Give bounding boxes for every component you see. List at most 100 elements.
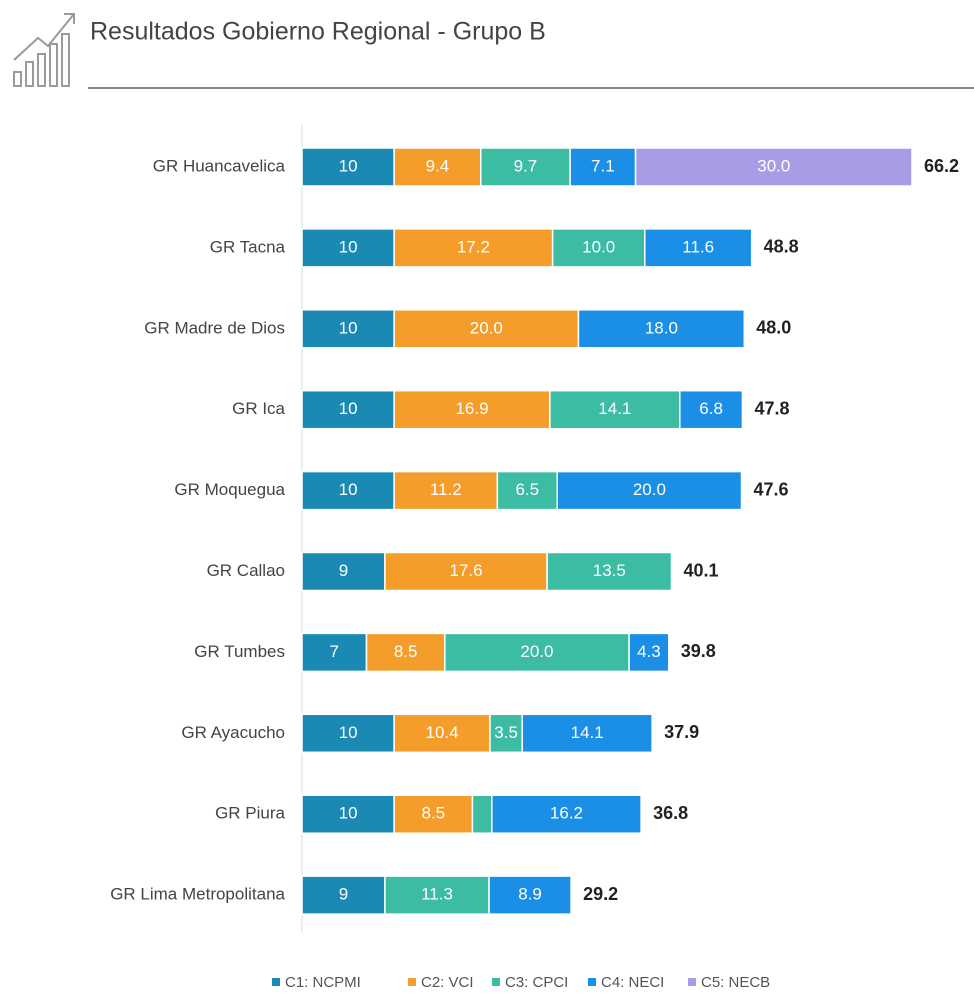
total-label: 37.9: [664, 722, 699, 742]
legend-label: C1: NCPMI: [285, 974, 361, 991]
data-label: 10.0: [582, 237, 615, 256]
data-label: 13.5: [593, 561, 626, 580]
total-label: 39.8: [681, 641, 716, 661]
data-label: 20.0: [633, 480, 666, 499]
bar-segment: [301, 470, 395, 511]
bar-segment: [301, 875, 386, 915]
total-label: 47.6: [754, 479, 789, 499]
data-label: 11.2: [430, 480, 462, 499]
total-label: 48.8: [764, 237, 799, 257]
chart-title: Resultados Gobierno Regional - Grupo B: [90, 18, 546, 46]
category-label: GR Madre de Dios: [144, 318, 285, 337]
category-label: GR Callao: [207, 561, 285, 580]
data-label: 11.6: [682, 237, 714, 256]
legend-swatch: [408, 978, 416, 986]
bar-segment: [569, 147, 637, 187]
data-label: 4.3: [637, 642, 661, 661]
category-label: GR Moquegua: [174, 480, 285, 499]
data-label: 6.5: [515, 480, 539, 499]
bar-segment: [556, 470, 743, 511]
legend-swatch: [492, 978, 500, 986]
bar-segment: [521, 713, 653, 754]
bar-segment: [384, 875, 490, 915]
data-label: 18.0: [645, 318, 678, 337]
bar-segment: [489, 713, 523, 754]
category-label: GR Lima Metropolitana: [110, 885, 285, 904]
bar-segment: [444, 632, 630, 673]
category-label: GR Huancavelica: [153, 156, 286, 175]
data-label: 20.0: [470, 318, 503, 337]
data-label: 20.0: [520, 642, 553, 661]
data-label: 7.1: [591, 156, 615, 175]
bar-segment: [384, 551, 548, 592]
legend-label: C5: NECB: [701, 974, 770, 991]
total-label: 66.2: [924, 156, 959, 176]
category-label: GR Ayacucho: [181, 723, 285, 742]
bar-segment: [546, 551, 673, 592]
data-label: 9.7: [514, 156, 538, 175]
category-label: GR Tumbes: [194, 642, 285, 661]
total-label: 48.0: [756, 318, 791, 338]
data-label: 16.9: [455, 399, 488, 418]
total-label: 40.1: [684, 560, 719, 580]
data-label: 7: [330, 642, 339, 661]
bar-segment: [480, 147, 571, 187]
bar-segment: [301, 551, 386, 592]
bar-segment: [301, 309, 395, 349]
bar-segment: [644, 228, 753, 268]
bar-segment: [628, 632, 670, 673]
bar-segment: [393, 389, 551, 430]
data-label: 8.5: [421, 804, 445, 823]
data-label: 10: [339, 399, 358, 418]
data-label: 10: [339, 156, 358, 175]
data-label: 3.5: [494, 723, 518, 742]
data-label: 10: [339, 318, 358, 337]
bar-segment: [679, 389, 744, 430]
data-label: 30.0: [757, 156, 790, 175]
data-label: 16.2: [550, 804, 583, 823]
legend-swatch: [588, 978, 596, 986]
bar-segment: [577, 309, 746, 349]
data-label: 14.1: [598, 399, 631, 418]
bar-segment: [551, 228, 646, 268]
data-label: 10.4: [426, 723, 459, 742]
data-label: 9: [339, 561, 348, 580]
category-label: GR Ica: [232, 399, 285, 418]
data-label: 8.5: [394, 642, 418, 661]
data-label: 10: [339, 237, 358, 256]
data-label: 8.9: [518, 885, 542, 904]
bar-segment: [301, 228, 395, 268]
total-label: 36.8: [653, 803, 688, 823]
bar-segment: [491, 794, 642, 834]
data-label: 9.4: [426, 156, 450, 175]
data-label: 6.8: [699, 399, 723, 418]
title-icon: [13, 13, 75, 87]
data-label: 10: [339, 723, 358, 742]
data-label: 17.2: [457, 237, 490, 256]
bar-segment: [301, 794, 395, 834]
legend-swatch: [272, 978, 280, 986]
data-label: 9: [339, 885, 348, 904]
legend-label: C4: NECI: [601, 974, 664, 991]
total-label: 29.2: [583, 884, 618, 904]
legend-label: C2: VCI: [421, 974, 474, 991]
legend-label: C3: CPCI: [505, 974, 568, 991]
bar-segment: [393, 228, 554, 268]
data-label: 14.1: [571, 723, 604, 742]
total-label: 47.8: [754, 398, 789, 418]
legend-swatch: [688, 978, 696, 986]
data-label: 17.6: [449, 561, 482, 580]
data-label: 10: [339, 804, 358, 823]
bar-segment: [301, 632, 368, 673]
bar-segment: [471, 794, 493, 834]
category-label: GR Tacna: [210, 237, 286, 256]
data-label: 10: [339, 480, 358, 499]
category-label: GR Piura: [215, 804, 285, 823]
bar-segment: [393, 309, 580, 349]
data-label: 11.3: [421, 885, 453, 904]
bar-segment: [549, 389, 681, 430]
bar-segment: [488, 875, 572, 915]
bar-segment: [634, 147, 913, 187]
bar-segment: [393, 794, 474, 834]
